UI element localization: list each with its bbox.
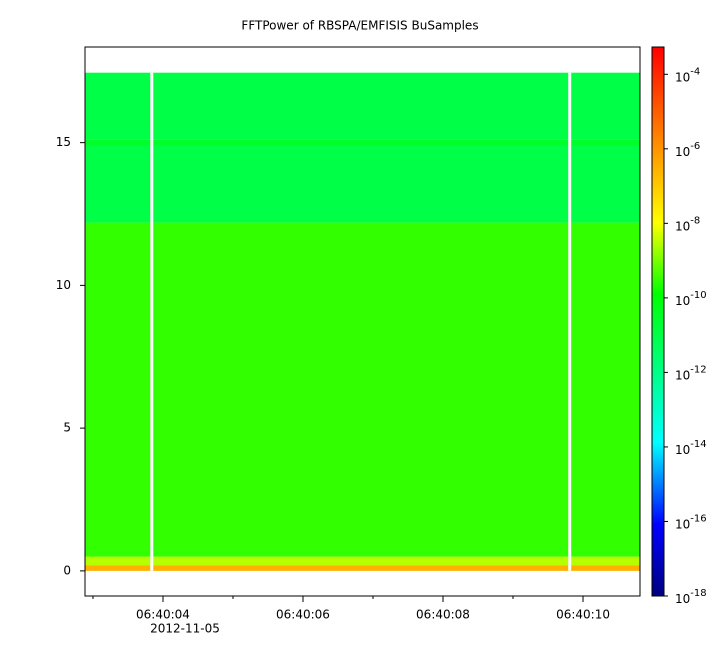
- x-tick-label: 06:40:08: [416, 608, 470, 622]
- colorbar-tick-label: 10-10: [675, 290, 707, 308]
- spectrogram-band: [85, 145, 640, 223]
- data-gap: [568, 72, 572, 571]
- x-date-label: 2012-11-05: [150, 622, 220, 636]
- colorbar-tick-label: 10-8: [675, 215, 700, 233]
- colorbar-tick-label: 10-6: [675, 141, 700, 159]
- spectrogram-band: [85, 565, 640, 571]
- spectrogram-band: [85, 139, 640, 146]
- colorbar-tick-label: 10-18: [675, 588, 707, 606]
- colorbar-tick-label: 10-16: [675, 513, 707, 531]
- chart-title: FFTPower of RBSPA/EMFISIS BuSamples: [241, 19, 478, 33]
- x-tick-label: 06:40:10: [556, 608, 610, 622]
- spectrogram-band: [85, 222, 640, 557]
- x-tick-label: 06:40:06: [276, 608, 330, 622]
- spectrogram-band: [85, 556, 640, 566]
- colorbar-tick-label: 10-12: [675, 364, 707, 382]
- y-tick-label: 10: [56, 278, 71, 292]
- colorbar: [651, 46, 665, 597]
- colorbar-tick-label: 10-14: [675, 439, 707, 457]
- spectrogram-band: [85, 72, 640, 140]
- y-tick-label: 15: [56, 135, 71, 149]
- data-gap: [150, 72, 154, 571]
- y-tick-label: 5: [63, 421, 71, 435]
- plot-frame: [84, 46, 641, 597]
- y-tick-label: 0: [63, 563, 71, 577]
- x-tick-label: 06:40:04: [136, 608, 190, 622]
- colorbar-tick-label: 10-4: [675, 66, 700, 84]
